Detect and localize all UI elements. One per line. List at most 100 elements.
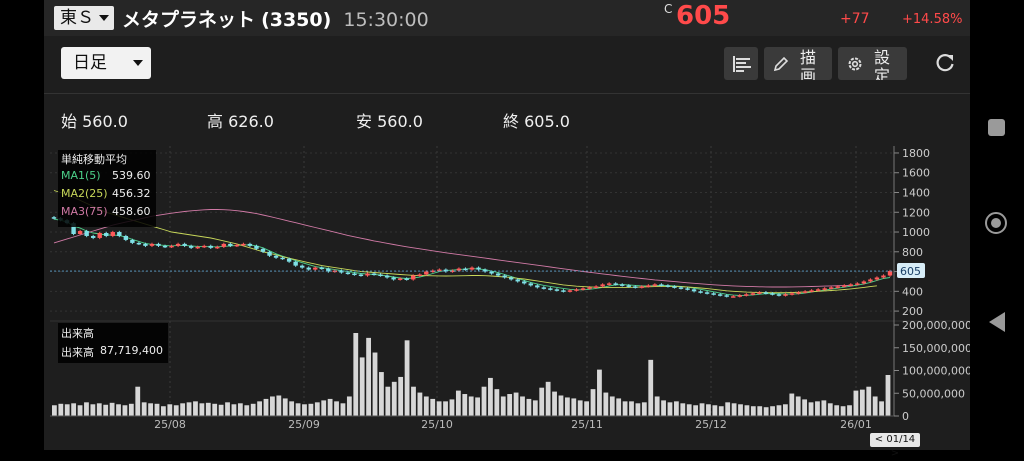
volume-bar — [411, 386, 416, 416]
volume-bar — [859, 389, 865, 416]
candle-body — [809, 290, 814, 292]
x-tick-label: 25/09 — [288, 418, 320, 431]
volume-bar — [436, 401, 442, 416]
home-icon[interactable] — [985, 212, 1007, 234]
candle-body — [345, 272, 351, 275]
volume-bar — [327, 398, 333, 416]
volume-bar — [603, 392, 609, 416]
volume-bar — [609, 396, 615, 416]
recent-apps-icon[interactable] — [988, 119, 1005, 136]
ohlc-low-value: 560.0 — [377, 112, 423, 131]
volume-bar — [757, 406, 763, 416]
price-tick-label: 1600 — [902, 167, 930, 180]
ma1-value: 539.60 — [112, 169, 151, 182]
volume-bar — [455, 390, 461, 416]
volume-bar — [513, 392, 519, 416]
volume-bar — [802, 399, 808, 416]
market-select[interactable]: 東Ｓ — [54, 6, 114, 30]
chart-app: 東Ｓ メタプラネット (3350) 15:30:00 C 605 +77 +14… — [44, 0, 970, 459]
volume-bar — [597, 369, 602, 416]
candle-body — [554, 289, 560, 291]
back-icon[interactable] — [989, 312, 1005, 332]
volume-bar — [218, 404, 224, 416]
candle-body — [358, 274, 364, 277]
volume-bar — [468, 396, 474, 416]
price-tick-label: 800 — [902, 246, 923, 259]
volume-bar — [96, 403, 102, 416]
candle-body — [123, 235, 129, 240]
volume-bar — [885, 374, 891, 416]
volume-bar — [552, 391, 557, 416]
candle-body — [541, 287, 547, 289]
ma3-value: 458.60 — [112, 205, 151, 218]
x-tick-label: 25/12 — [695, 418, 727, 431]
volume-bar — [564, 397, 570, 416]
volume-bar — [686, 404, 692, 416]
candle-body — [267, 251, 272, 256]
candle-body — [861, 281, 867, 284]
candle-body — [469, 267, 475, 270]
price-tick-label: 1800 — [902, 147, 930, 160]
current-price: 605 — [676, 1, 731, 31]
candle-body — [182, 243, 187, 246]
candle-body — [228, 243, 233, 246]
volume-bar — [520, 396, 525, 416]
volume-bar — [385, 386, 391, 416]
ma-line-2 — [53, 190, 877, 294]
volume-bar — [64, 404, 70, 416]
ohlc-low: 安 560.0 — [356, 108, 423, 132]
ohlc-close: 終 605.0 — [503, 108, 570, 132]
volume-bar — [353, 333, 359, 416]
ma-legend: 単純移動平均 MA1(5) 539.60 MA2(25) 456.32 MA3(… — [58, 150, 156, 227]
candle-body — [404, 278, 409, 280]
gear-icon — [848, 57, 862, 71]
candle-body — [887, 271, 893, 276]
ohlc-high: 高 626.0 — [207, 108, 274, 132]
volume-bar — [154, 403, 160, 416]
candle-body — [646, 285, 651, 287]
volume-bar — [590, 389, 596, 416]
candle-body — [770, 293, 775, 295]
candle-body — [855, 283, 860, 285]
volume-bar — [379, 372, 384, 416]
volume-bar — [475, 397, 481, 416]
volume-bar — [404, 340, 410, 416]
volume-bar — [500, 396, 506, 416]
volume-tick-label: 200,000,000 — [902, 319, 970, 332]
volume-bar — [635, 403, 641, 416]
candle-body — [77, 231, 83, 234]
volume-bar — [314, 402, 320, 416]
candle-body — [691, 289, 697, 292]
volume-bar — [725, 402, 731, 416]
settings-button[interactable]: 設定 — [838, 47, 907, 80]
period-select[interactable]: 日足 — [61, 47, 151, 79]
draw-button[interactable]: 描画 — [764, 47, 832, 80]
candle-body — [430, 270, 436, 273]
refresh-icon[interactable] — [934, 52, 956, 74]
candle-body — [51, 217, 57, 219]
price-chart[interactable]: 25/0825/0925/1025/1125/1226/012004006008… — [44, 0, 970, 450]
volume-bar — [430, 398, 436, 416]
volume-legend-title: 出来高 — [61, 327, 94, 340]
candle-body — [97, 233, 102, 238]
volume-bar — [712, 405, 718, 416]
candle-body — [84, 231, 89, 236]
volume-tick-label: 50,000,000 — [902, 387, 965, 400]
volume-bar — [680, 403, 686, 416]
candle-body — [868, 279, 873, 282]
candle-body — [234, 244, 240, 247]
candle-body — [162, 245, 168, 248]
ma-line-3 — [53, 209, 851, 288]
candle-body — [842, 285, 847, 287]
candle-body — [711, 293, 716, 295]
volume-bar — [90, 404, 96, 416]
volume-bar — [308, 403, 314, 416]
candle-body — [659, 284, 664, 286]
candle-body — [750, 293, 756, 295]
candle-body — [215, 246, 220, 249]
date-cursor-pill[interactable]: < 01/14 > — [870, 433, 920, 459]
candle-body — [776, 294, 782, 296]
volume-bar — [58, 403, 64, 416]
ohlc-open-label: 始 — [61, 112, 78, 131]
indicator-button[interactable] — [724, 47, 758, 80]
